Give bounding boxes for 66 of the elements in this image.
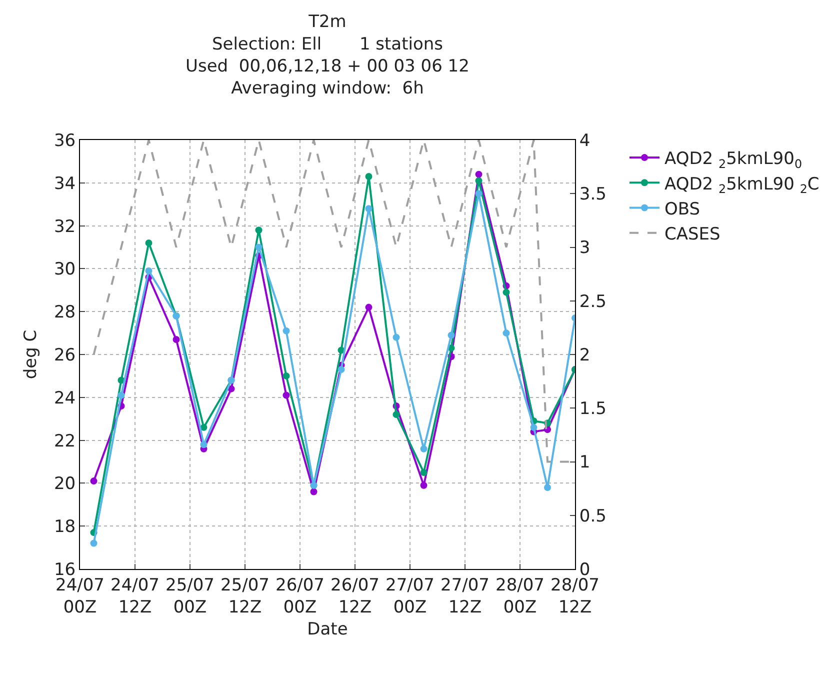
legend-label: AQD2 $_{2}$5kmL90 $_{2}$C: [664, 174, 820, 196]
point: [255, 226, 262, 234]
point: [530, 424, 538, 431]
point: [172, 336, 180, 343]
y-tick-label: 26: [54, 345, 76, 366]
x-tick-label: 26/07 00Z: [276, 575, 324, 618]
point: [282, 392, 290, 399]
point: [145, 267, 152, 274]
point: [90, 478, 98, 485]
chart-title: T2m: [308, 12, 346, 32]
point: [448, 332, 455, 339]
point: [310, 488, 318, 496]
point: [420, 482, 428, 489]
x-tick-label: 24/07 12Z: [110, 575, 160, 618]
legend-label: CASES: [664, 224, 720, 244]
legend-label: AQD2 $_{2}$5kmL90$_{0}$: [664, 149, 802, 171]
point: [200, 441, 208, 448]
point: [502, 288, 510, 296]
point: [475, 177, 482, 184]
y2-tick-label: 2: [579, 345, 590, 366]
x-tick-label: 25/07 12Z: [220, 575, 270, 618]
point: [475, 190, 482, 198]
point: [145, 239, 152, 246]
y-axis-title: deg C: [21, 330, 41, 380]
x-tick-label: 28/07 00Z: [496, 575, 544, 618]
y-tick-label: 28: [54, 302, 76, 323]
x-axis-title: Date: [307, 620, 348, 640]
point: [365, 304, 372, 311]
y2-tick-label: 3: [579, 238, 590, 258]
point: [255, 244, 262, 251]
x-tick-label: 28/07 12Z: [550, 575, 600, 618]
point: [200, 424, 208, 431]
point: [282, 372, 290, 380]
point: [392, 411, 400, 418]
y2-tick-label: 2.5: [579, 292, 606, 312]
y2-tick-label: 1: [579, 452, 590, 473]
point: [282, 327, 290, 334]
y-tick-label: 22: [54, 431, 76, 452]
point: [420, 445, 428, 452]
y-tick-label: 36: [54, 130, 76, 151]
point: [90, 540, 98, 547]
x-tick-label: 27/07 00Z: [386, 575, 434, 618]
y2-tick-label: 1.5: [579, 399, 606, 420]
y-tick-label: 34: [54, 174, 76, 194]
y-tick-label: 18: [54, 517, 76, 538]
point: [420, 468, 428, 476]
x-tick-label: 25/07 00Z: [166, 575, 214, 618]
x-tick-label: 26/07 12Z: [330, 575, 380, 618]
y-tick-label: 30: [54, 260, 76, 280]
point: [365, 172, 372, 180]
y2-tick-label: 0.5: [579, 506, 606, 526]
y-tick-label: 20: [54, 474, 76, 494]
y2-tick-label: 3.5: [579, 184, 606, 205]
x-tick-label: 24/07 00Z: [56, 575, 104, 618]
point: [338, 366, 345, 374]
point: [365, 205, 372, 212]
point: [118, 392, 125, 399]
point: [502, 330, 510, 337]
y-tick-label: 32: [54, 216, 76, 237]
chart-subtitle: Selection: Ell 1 stations Used 00,06,12,18 + 00 03 06 12 Averaging window: 6h: [186, 34, 470, 98]
y2-tick-label: 4: [579, 130, 590, 151]
y-tick-label: 24: [54, 388, 76, 408]
point: [475, 170, 482, 178]
point: [392, 334, 400, 341]
x-tick-label: 27/07 12Z: [440, 575, 490, 618]
legend-label: OBS: [664, 199, 700, 220]
